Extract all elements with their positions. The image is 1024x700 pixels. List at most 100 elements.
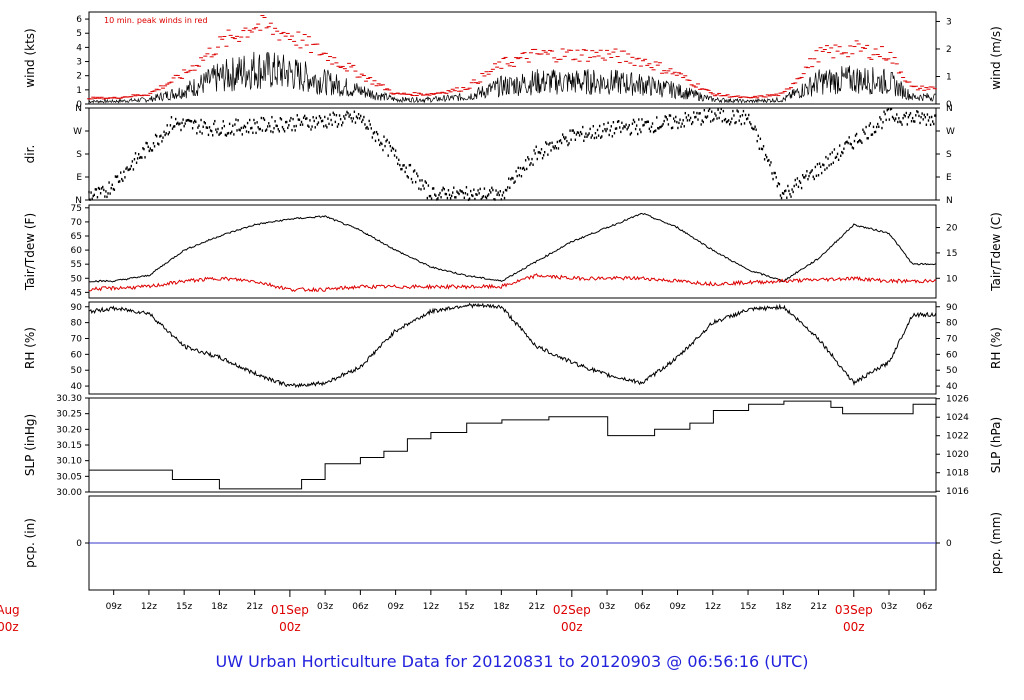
direction-point: [410, 177, 413, 181]
direction-point: [288, 124, 290, 127]
direction-point: [345, 113, 347, 117]
direction-point: [277, 128, 279, 131]
direction-point: [902, 116, 904, 120]
direction-point: [178, 123, 180, 126]
direction-point: [670, 126, 673, 130]
direction-point: [494, 198, 496, 201]
direction-point: [413, 169, 416, 172]
direction-point: [550, 149, 552, 152]
xtick-label: 06z: [352, 602, 368, 612]
direction-point: [190, 120, 193, 123]
xtick-label: 21z: [247, 602, 263, 612]
direction-point: [326, 126, 328, 129]
direction-point: [568, 142, 570, 145]
direction-point: [251, 126, 253, 130]
direction-point: [739, 115, 741, 118]
direction-point: [627, 126, 629, 129]
direction-point: [434, 193, 436, 196]
direction-point: [630, 131, 633, 135]
direction-point: [95, 188, 98, 191]
direction-point: [519, 166, 522, 170]
direction-point: [651, 122, 654, 125]
direction-point: [714, 112, 716, 115]
direction-point: [117, 180, 120, 184]
panel-ylabel: Tair/Tdew (F): [23, 213, 37, 291]
direction-point: [448, 193, 451, 197]
direction-point: [818, 162, 821, 165]
direction-point: [409, 163, 412, 167]
direction-point: [787, 184, 789, 188]
direction-point: [789, 192, 791, 196]
direction-point: [121, 177, 123, 181]
direction-point: [744, 113, 747, 117]
direction-point: [775, 176, 777, 179]
direction-point: [498, 193, 500, 197]
direction-point: [715, 114, 717, 117]
direction-point: [634, 127, 637, 131]
direction-point: [241, 133, 244, 136]
direction-point: [446, 196, 449, 200]
direction-point: [830, 163, 832, 166]
direction-point: [719, 111, 721, 115]
direction-point: [323, 125, 325, 128]
direction-point: [363, 115, 365, 119]
direction-point: [586, 135, 588, 138]
direction-point: [909, 112, 912, 115]
direction-point: [858, 140, 860, 143]
direction-point: [243, 124, 246, 128]
direction-point: [185, 119, 187, 122]
direction-point: [259, 127, 261, 131]
direction-point: [301, 123, 304, 126]
direction-point: [852, 147, 855, 150]
direction-point: [481, 196, 484, 199]
ytick-label-right: 1024: [946, 413, 969, 423]
direction-point: [266, 125, 269, 128]
direction-point: [186, 119, 189, 122]
direction-point: [696, 111, 698, 115]
direction-point: [458, 192, 460, 196]
direction-point: [361, 120, 363, 124]
day-time-label: 00z: [279, 620, 301, 634]
direction-point: [771, 172, 773, 175]
ytick-label: 30.05: [56, 472, 82, 482]
direction-point: [884, 112, 886, 116]
direction-point: [705, 116, 708, 119]
direction-point: [131, 160, 134, 163]
ytick-label: 55: [71, 260, 82, 270]
direction-point: [842, 151, 844, 155]
direction-point: [780, 196, 783, 200]
direction-point: [202, 125, 204, 129]
ytick-label: 80: [71, 319, 83, 329]
direction-point: [290, 116, 292, 120]
direction-point: [751, 126, 753, 130]
direction-point: [528, 158, 530, 161]
direction-point: [436, 198, 438, 201]
direction-point: [922, 118, 924, 121]
direction-point: [623, 125, 625, 128]
direction-point: [834, 156, 837, 160]
direction-point: [591, 134, 593, 137]
direction-point: [191, 127, 194, 130]
direction-point: [135, 161, 138, 164]
direction-point: [593, 136, 596, 140]
direction-point: [381, 142, 383, 146]
direction-point: [154, 133, 157, 137]
panel-frame: [88, 397, 937, 493]
direction-point: [535, 145, 537, 148]
direction-point: [849, 142, 851, 145]
direction-point: [898, 117, 900, 120]
direction-point: [753, 127, 755, 131]
direction-point: [867, 137, 869, 140]
direction-point: [94, 188, 97, 191]
direction-point: [253, 118, 255, 122]
direction-point: [886, 108, 888, 112]
direction-point: [880, 118, 882, 121]
direction-point: [578, 134, 581, 137]
ytick-label-right: 3: [946, 17, 952, 27]
direction-point: [210, 129, 213, 133]
direction-point: [650, 125, 653, 129]
direction-point: [368, 119, 370, 123]
ytick-label: 30.30: [56, 394, 82, 404]
direction-point: [105, 190, 107, 193]
direction-point: [438, 193, 440, 197]
